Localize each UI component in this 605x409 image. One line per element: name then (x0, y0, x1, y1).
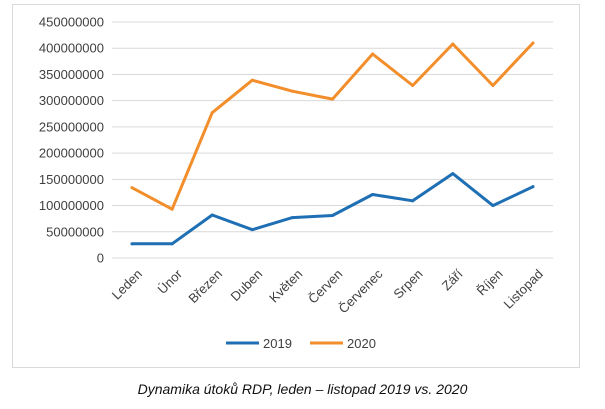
line-chart: 0 50000000 100000000 150000000 200000000 2500… (39, 15, 553, 351)
data-point-2020 (531, 41, 535, 45)
series-lines (130, 41, 535, 246)
legend-label: 2019 (263, 336, 292, 351)
y-tick-label: 100000000 (39, 198, 104, 213)
data-point-2019 (210, 213, 214, 217)
x-tick-label: Květen (266, 266, 305, 305)
y-tick-label: 200000000 (39, 146, 104, 161)
x-axis-tick-labels: Leden Únor Březen Duben Květen ČervenČervenec… (109, 266, 546, 316)
chart-frame (12, 4, 580, 368)
x-tick-label: Duben (228, 266, 266, 304)
data-point-2020 (371, 52, 375, 56)
data-point-2019 (130, 242, 134, 246)
gridlines (112, 21, 553, 259)
data-point-2020 (290, 89, 294, 93)
x-tick-label: Srpen (390, 266, 425, 301)
data-point-2020 (331, 97, 334, 101)
y-tick-label: 150000000 (39, 172, 104, 187)
x-tick-label: Leden (109, 266, 145, 302)
data-point-2020 (411, 83, 415, 87)
data-point-2020 (491, 83, 495, 87)
x-tick-label: Září (439, 266, 466, 293)
y-tick-label: 400000000 (39, 41, 104, 56)
y-tick-label: 50000000 (46, 224, 104, 239)
data-point-2019 (411, 199, 415, 203)
data-point-2020 (451, 42, 455, 46)
y-tick-label: 450000000 (39, 15, 104, 30)
figure-caption: Dynamika útoků RDP, leden – listopad 201… (137, 381, 468, 397)
data-point-2019 (531, 185, 535, 189)
data-point-2020 (170, 207, 174, 211)
series-line-2020 (130, 41, 535, 211)
x-tick-label: Březen (185, 266, 225, 306)
data-point-2019 (250, 228, 254, 232)
data-point-2019 (451, 172, 455, 176)
legend-label: 2020 (347, 336, 376, 351)
series-line-2019 (130, 172, 535, 246)
data-point-2019 (290, 216, 294, 220)
data-point-2020 (210, 111, 214, 115)
data-point-2019 (371, 193, 375, 197)
y-tick-label: 0 (97, 251, 104, 266)
legend: 2019 2020 (226, 336, 376, 351)
y-tick-label: 350000000 (39, 67, 104, 82)
data-point-2020 (250, 78, 254, 82)
y-tick-label: 250000000 (39, 119, 104, 134)
x-tick-label: Červenec (336, 266, 386, 316)
x-tick-label: Listopad (500, 266, 545, 311)
y-axis-tick-labels: 0 50000000 100000000 150000000 200000000 2500… (39, 15, 104, 266)
y-tick-label: 300000000 (39, 93, 104, 108)
x-tick-label: Únor (155, 266, 186, 297)
data-point-2019 (170, 242, 174, 246)
data-point-2019 (331, 214, 334, 218)
data-point-2019 (491, 204, 495, 208)
x-tick-label: Říjen (474, 266, 506, 298)
data-point-2020 (130, 186, 134, 190)
